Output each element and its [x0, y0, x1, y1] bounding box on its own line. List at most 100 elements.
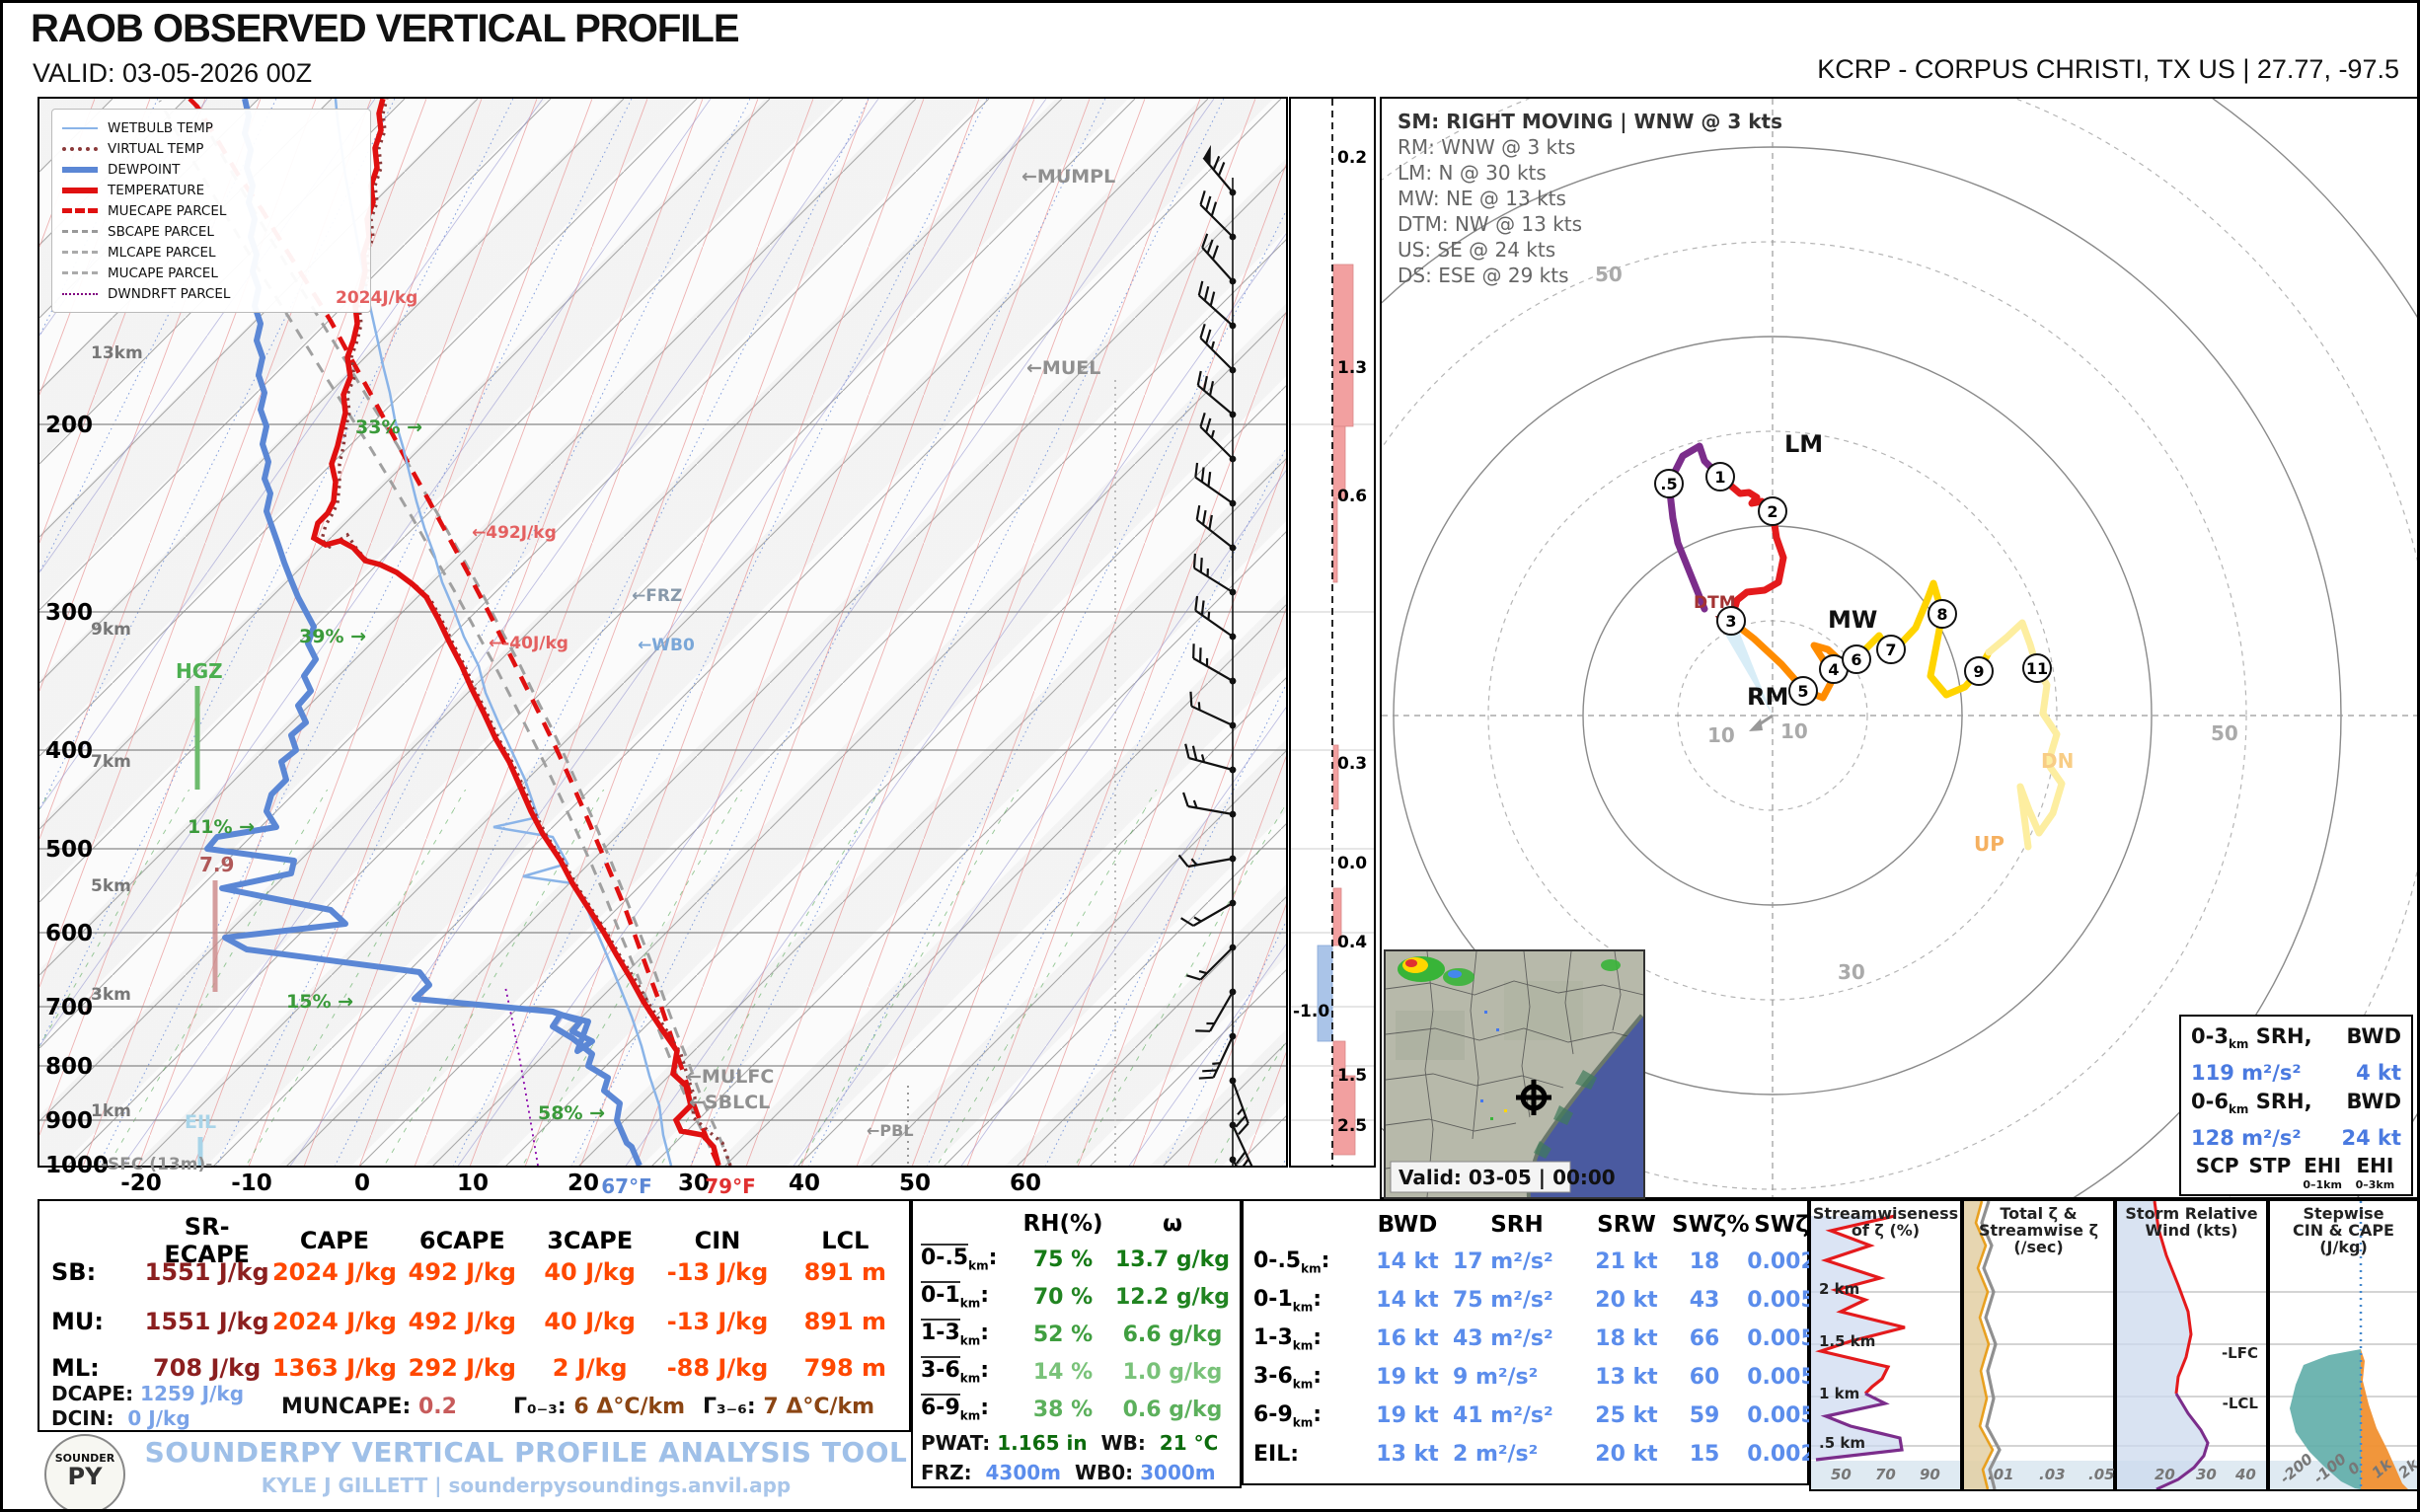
storm-motion-info: SM: RIGHT MOVING | WNW @ 3 kts RM: WNW @…	[1398, 109, 1782, 288]
motion-line: US: SE @ 24 kts	[1398, 238, 1556, 262]
pwat-row: PWAT: 1.165 in WB: 21 °C	[921, 1431, 1219, 1455]
pressure-label: 700	[45, 995, 94, 1021]
srh-bwd-box: 0-3km SRH, BWD 119 m²/s² 4 kt 0-6km SRH, …	[2179, 1015, 2413, 1218]
height-label: 3km	[91, 985, 131, 1005]
dcin-row: DCIN: 0 J/kg	[51, 1406, 190, 1430]
legend-label: DWNDRFT PARCEL	[108, 285, 231, 302]
hgz-label: HGZ	[176, 659, 223, 683]
mixing-ratio-grid	[39, 790, 1286, 1166]
temp-tick: -10	[231, 1171, 272, 1196]
lapse-0-3-item: Γ₀₋₃: 6 Δ°C/km	[513, 1395, 686, 1419]
surface-dewpoint-label: 67°F	[601, 1174, 652, 1198]
pbl-label: ←PBL	[867, 1121, 914, 1140]
wb0-label: ←WB0	[638, 636, 695, 655]
temp-tick: -20	[120, 1171, 162, 1196]
height-label: 13km	[91, 343, 143, 363]
height-gridline-label: .5 km	[1819, 1434, 1865, 1452]
frz-label: ←FRZ	[632, 586, 683, 606]
rm-label: RM	[1747, 683, 1788, 711]
height-label: 1km	[91, 1101, 131, 1121]
wetbulb-line-sample	[62, 126, 98, 129]
trace-above-9km	[1985, 619, 2066, 851]
cape-value-label: ←-40J/kg	[489, 634, 568, 653]
station-crosshair-icon	[1516, 1080, 1551, 1115]
stepwise-cin-cape-panel: Stepwise CIN & CAPE (J/kg) -200 -100 0 1k …	[2268, 1199, 2417, 1491]
legend-label: MUCAPE PARCEL	[108, 265, 218, 281]
legend-item: DEWPOINT	[62, 159, 360, 180]
legend-label: SBCAPE PARCEL	[108, 223, 214, 240]
sbcape-parcel-line	[158, 100, 720, 1167]
legend-label: MLCAPE PARCEL	[108, 244, 216, 261]
cin-cape-plot	[2270, 1201, 2417, 1489]
legend-label: WETBULB TEMP	[108, 119, 213, 136]
height-label: 7km	[91, 752, 131, 772]
motion-line: DS: ESE @ 29 kts	[1398, 264, 1569, 287]
trace-0-1km	[1665, 442, 1724, 613]
up-label: UP	[1974, 832, 2004, 856]
brand-text: SOUNDERPY VERTICAL PROFILE ANALYSIS TOOL	[144, 1436, 908, 1469]
svg-text:1: 1	[1714, 468, 1725, 487]
svg-text:11: 11	[2026, 659, 2048, 678]
storm-relative-wind-panel: Storm Relative Wind (kts) -LFC -LCL 20 30…	[2115, 1199, 2268, 1491]
legend-item: WETBULB TEMP	[62, 117, 360, 138]
muncape-item: MUNCAPE: 0.2	[281, 1395, 457, 1419]
pressure-label: 800	[45, 1054, 94, 1080]
dn-label: DN	[2041, 749, 2074, 773]
kinematics-row: EIL: 13 kt 2 m²/s² 20 kt 15 0.002	[1253, 1442, 1816, 1467]
skewt-legend: WETBULB TEMP VIRTUAL TEMP DEWPOINT TEMPE…	[51, 109, 371, 313]
muecape-line-sample	[62, 208, 98, 213]
vorticity-plot	[1964, 1201, 2113, 1489]
muecape-parcel-line	[188, 97, 721, 1167]
rh-annotation: 33% →	[355, 416, 423, 438]
moisture-row: 0-.5km: 75 % 13.7 g/kg	[921, 1244, 1231, 1273]
thermo-row-mu: MU: 1551 J/kg 2024 J/kg 492 J/kg 40 J/kg…	[51, 1308, 887, 1335]
moisture-table: RH(%) ω 0-.5km: 75 % 13.7 g/kg 0-1km: 70 …	[911, 1199, 1242, 1488]
cape-value-label: ←492J/kg	[472, 523, 557, 543]
lfc-marker: -LFC	[2221, 1344, 2258, 1362]
temperature-line-sample	[62, 187, 98, 193]
height-gridline-label: 2 km	[1819, 1280, 1860, 1298]
thermo-header-row: SR-ECAPE CAPE 6CAPE 3CAPE CIN LCL	[164, 1213, 870, 1268]
svg-text:8: 8	[1936, 605, 1947, 624]
temp-tick: 20	[567, 1171, 599, 1196]
omega-value: 0.0	[1337, 854, 1368, 873]
srh-value-row: 128 m²/s² 24 kt	[2191, 1126, 2401, 1151]
mumpl-label: ←MUMPL	[1021, 166, 1116, 188]
temp-tick: 40	[788, 1171, 820, 1196]
svg-text:3: 3	[1725, 612, 1736, 631]
dcape-row: DCAPE: 1259 J/kg	[51, 1382, 245, 1405]
mlcape-line-sample	[62, 251, 98, 254]
motion-line: DTM: NW @ 13 kts	[1398, 212, 1583, 236]
kinematics-row: 6-9km: 19 kt 41 m²/s² 25 kt 59 0.005	[1253, 1401, 1816, 1430]
temp-tick: 0	[353, 1171, 370, 1196]
sblcl-label: ←SBLCL	[689, 1092, 771, 1113]
svg-text:9: 9	[1973, 662, 1984, 681]
legend-item: VIRTUAL TEMP	[62, 138, 360, 159]
omega-value: 2.5	[1337, 1116, 1368, 1136]
kinematics-row: 0-.5km: 14 kt 17 m²/s² 21 kt 18 0.002	[1253, 1247, 1816, 1276]
height-gridline-label: 1.5 km	[1819, 1332, 1876, 1350]
omega-value: 0.3	[1337, 754, 1368, 774]
motion-line: RM: WNW @ 3 kts	[1398, 135, 1576, 159]
map-inset: Valid: 03-05 | 00:00	[1384, 949, 1645, 1199]
pressure-label: 200	[45, 413, 94, 438]
omega-value: 0.4	[1337, 933, 1368, 952]
skewt-plot	[39, 97, 1286, 1212]
svg-text:7: 7	[1885, 641, 1896, 659]
kinematics-table: BWD SRH SRW SWζ% SWζ 0-.5km: 14 kt 17 m²…	[1242, 1199, 1816, 1485]
omega-bars	[1317, 264, 1356, 1156]
ring-label: 50	[2211, 721, 2238, 745]
thermo-row-sb: SB: 1551 J/kg 2024 J/kg 492 J/kg 40 J/kg…	[51, 1258, 887, 1286]
streamwiseness-panel: Streamwiseness of ζ (%) 2 km 1.5 km 1 km …	[1809, 1199, 1962, 1491]
temp-tick: 10	[456, 1171, 489, 1196]
pressure-label: 400	[45, 738, 94, 764]
ocean	[1530, 1017, 1643, 1197]
srh-header-row: 0-3km SRH, BWD	[2191, 1024, 2401, 1052]
moisture-row: 0-1km: 70 % 12.2 g/kg	[921, 1281, 1231, 1311]
page-title: RAOB OBSERVED VERTICAL PROFILE	[31, 7, 739, 50]
mw-label: MW	[1828, 606, 1877, 634]
legend-label: DEWPOINT	[108, 161, 181, 178]
dwndrft-line-sample	[62, 292, 98, 295]
height-gridline-label: 1 km	[1819, 1385, 1860, 1402]
